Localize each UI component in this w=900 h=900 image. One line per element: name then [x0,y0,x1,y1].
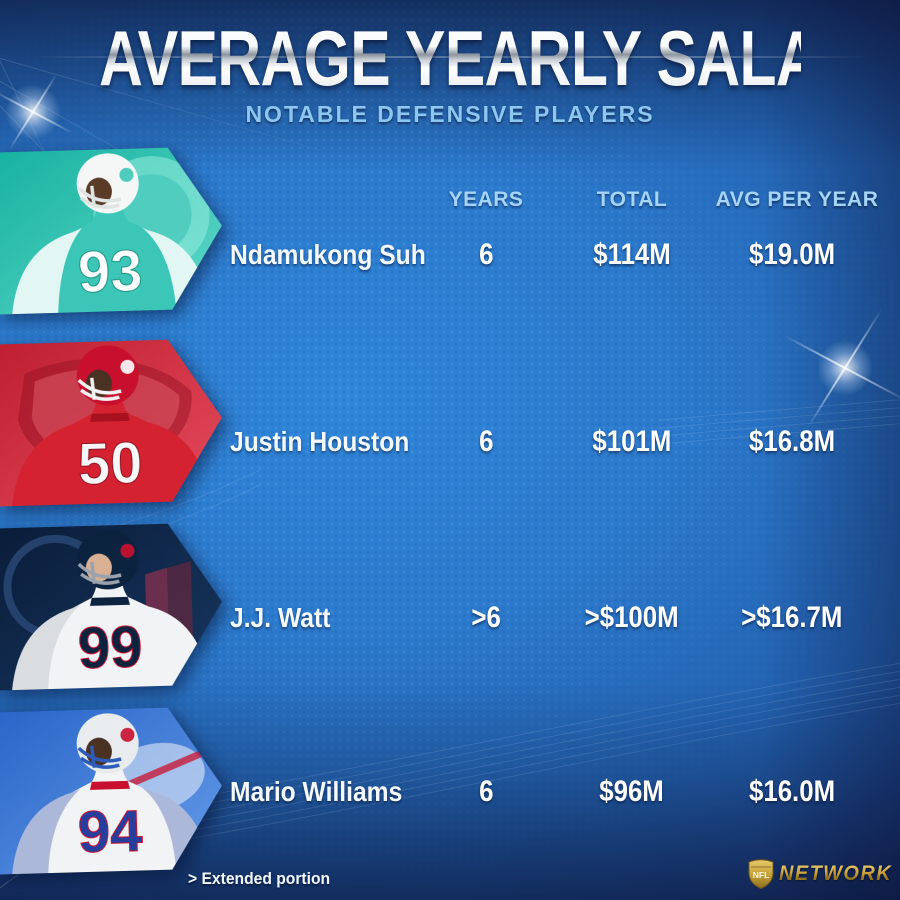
player-name: Ndamukong Suh [230,239,426,270]
jersey [9,201,210,314]
cell-total: >$100M [585,601,679,634]
extended-portion-footnote: > Extended portion [188,869,331,888]
jersey-number: 93 [77,238,143,305]
sleeve [10,228,84,314]
cell-years: 6 [478,775,494,808]
title-reflection-line [30,56,870,58]
sleeve-shade [10,605,82,690]
cell-total: $101M [592,425,672,458]
player-photo-dolphins: 93 [0,146,224,314]
collar [90,781,130,790]
cell-avg-per-year: >$16.7M [741,601,843,634]
svg-text:NFL: NFL [753,870,770,880]
page-title: AVERAGE YEARLY SALARY [99,14,900,102]
jersey [9,393,210,506]
collar [90,597,130,606]
jersey-number: 50 [77,430,143,497]
jersey [9,577,210,690]
cell-total: $114M [593,238,671,271]
column-header-total: TOTAL [596,188,668,211]
nfl-shield-icon: NFL [748,859,774,889]
cell-total: $96M [599,775,665,808]
player-photo-texans: 99 [0,522,224,690]
sleeve-shade [10,789,82,874]
facemask [79,377,122,400]
player-name: Mario Williams [230,776,403,807]
player-name: J.J. Watt [230,602,331,633]
nfl-network-logo: NFL NETWORK [748,857,898,891]
jersey-number: 94 [77,798,143,865]
player-photo-bills: 94 [0,706,224,874]
background-right-shade [760,0,900,900]
cell-years: >6 [471,601,501,634]
facemask [79,745,122,768]
collar [90,413,130,422]
background-top-shade [0,0,900,170]
column-header-avg-per-year: AVG PER YEAR [715,188,879,211]
facemask [79,185,122,208]
player-photo-chiefs: 50 [0,338,224,506]
jersey [9,761,210,874]
facemask [79,561,122,584]
jersey-number: 99 [77,614,143,681]
cell-avg-per-year: $16.8M [748,425,836,458]
page-subtitle: NOTABLE DEFENSIVE PLAYERS [245,101,655,127]
cell-years: 6 [478,425,494,458]
player-name: Justin Houston [230,426,410,457]
cell-avg-per-year: $16.0M [748,775,836,808]
cell-years: 6 [478,238,494,271]
column-header-years: YEARS [448,188,524,211]
network-wordmark: NETWORK [779,862,893,885]
cell-avg-per-year: $19.0M [748,238,836,271]
